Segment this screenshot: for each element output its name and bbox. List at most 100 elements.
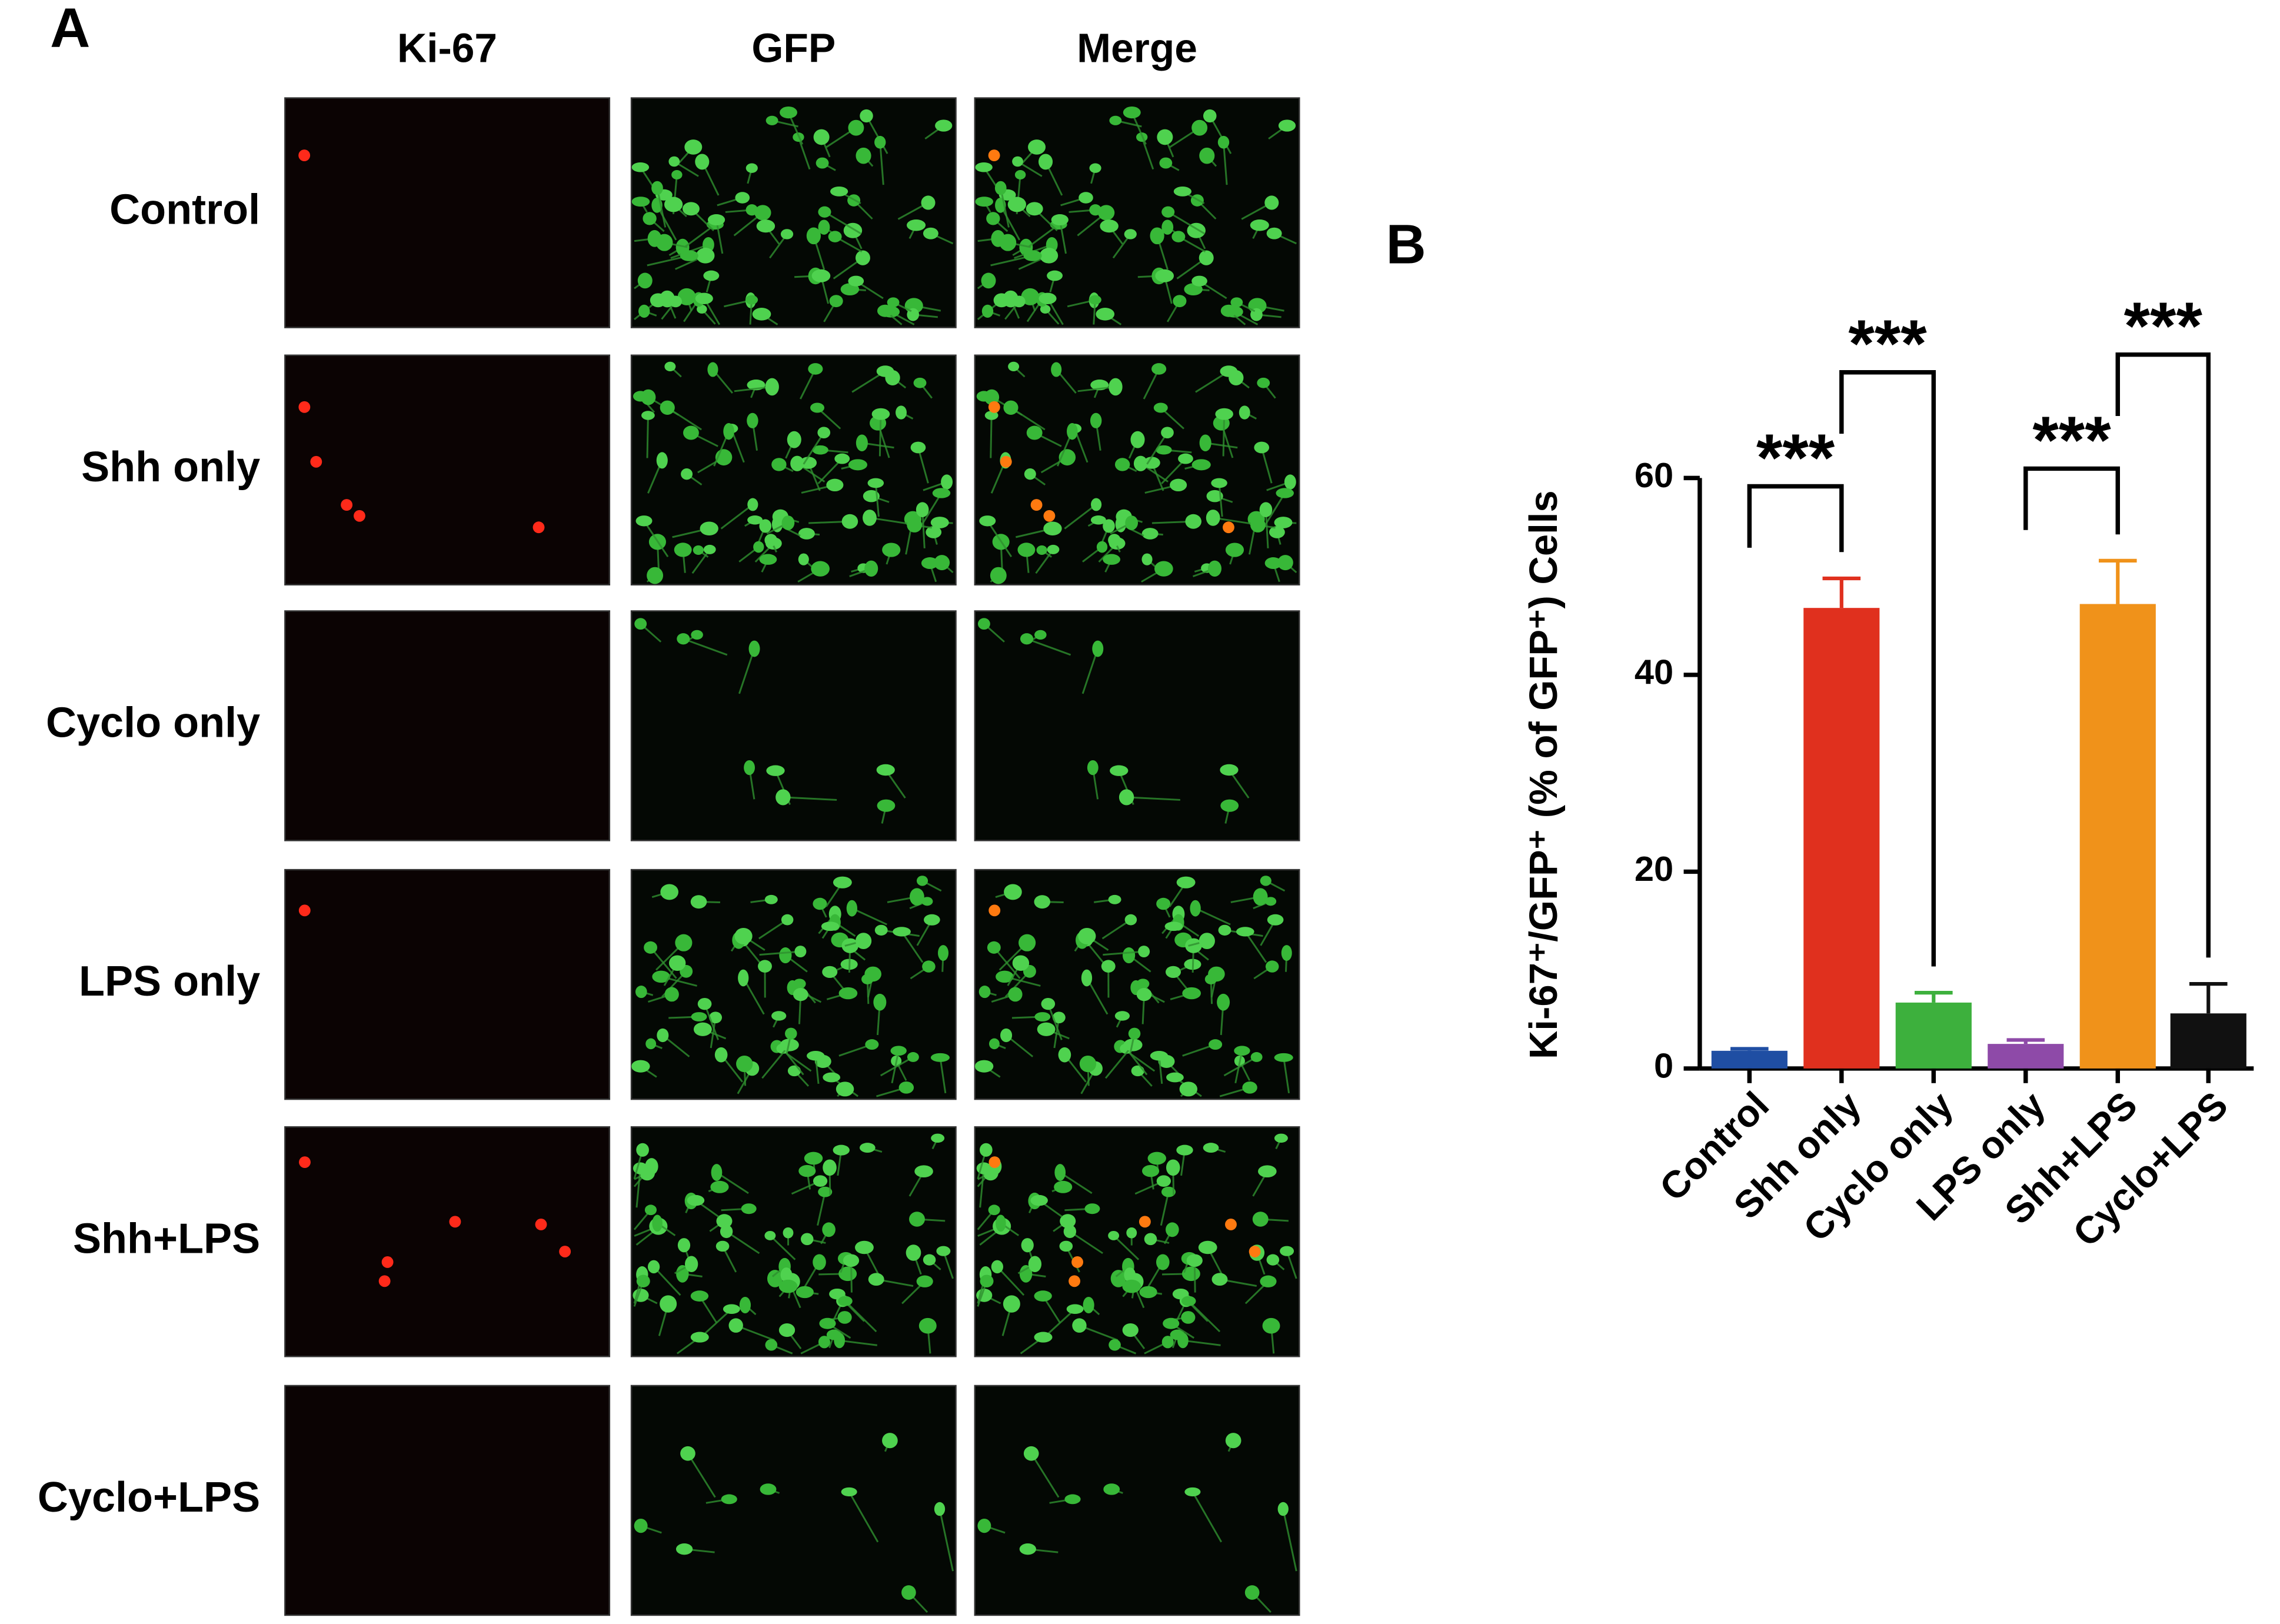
cell (923, 227, 938, 239)
cell (668, 955, 686, 971)
neurite (993, 947, 1021, 979)
cell (1028, 1256, 1042, 1273)
cell (691, 630, 703, 640)
micrograph (974, 1126, 1300, 1357)
cell (1161, 219, 1174, 235)
cell (677, 1238, 691, 1253)
cell (764, 534, 777, 547)
cell (1041, 998, 1056, 1010)
neurite (1283, 1057, 1290, 1094)
cell (1004, 884, 1022, 900)
ki67-nucleus (381, 1256, 394, 1268)
ki67-nucleus (378, 1275, 391, 1287)
cell (1161, 206, 1175, 218)
cell (695, 154, 710, 170)
significance-label: *** (2124, 289, 2203, 364)
cell (765, 378, 779, 396)
cell (1185, 938, 1202, 953)
cell (787, 431, 801, 448)
cell (930, 1053, 950, 1062)
cell (637, 272, 653, 289)
cell (1153, 402, 1168, 413)
neurite (866, 115, 888, 154)
ki67-nucleus (532, 521, 545, 534)
cell (696, 248, 715, 264)
image-background (974, 610, 1300, 841)
cell (876, 764, 895, 776)
cell (736, 1055, 753, 1073)
neurite (848, 1491, 879, 1543)
cell (1109, 115, 1122, 125)
ki67-nucleus (354, 510, 365, 522)
cell (1000, 1028, 1013, 1043)
micrograph (284, 610, 611, 841)
ki67-nucleus (1043, 510, 1056, 522)
cell (863, 510, 877, 526)
cell (752, 308, 771, 321)
cell (1122, 1323, 1139, 1337)
cell (1098, 205, 1115, 221)
cell (1172, 1288, 1189, 1300)
cell (1265, 960, 1279, 973)
cell (1239, 405, 1250, 420)
ki67-nucleus (559, 1246, 571, 1257)
cell (1139, 1286, 1157, 1299)
cell (693, 1022, 712, 1036)
cell (1084, 1203, 1100, 1214)
cell (1067, 422, 1078, 440)
cell (1060, 1214, 1076, 1229)
cell (1234, 1046, 1250, 1056)
bar (2079, 604, 2156, 1069)
cell (1207, 560, 1221, 577)
neurite (1113, 1234, 1140, 1260)
cell (1079, 1055, 1097, 1073)
neurite (1047, 1003, 1063, 1040)
cell (1081, 969, 1093, 987)
neurite (646, 415, 649, 458)
column-header: Ki-67 (397, 25, 497, 71)
cell (745, 163, 758, 173)
cell (833, 1144, 850, 1156)
cell (807, 1051, 825, 1061)
cell (921, 557, 938, 569)
cell (793, 987, 808, 1001)
cell (823, 1159, 837, 1176)
cell (1170, 478, 1187, 492)
cell (874, 135, 886, 149)
cell (780, 229, 794, 239)
cell (1250, 219, 1269, 231)
cell (645, 1038, 657, 1050)
cell (1030, 1194, 1048, 1206)
cell (988, 1204, 1000, 1216)
ki67-nucleus (298, 149, 311, 162)
cell (771, 516, 783, 533)
cell (865, 1039, 879, 1050)
cell (697, 998, 712, 1010)
micrograph (284, 868, 611, 1100)
cell (1179, 1081, 1198, 1097)
ki67-nucleus (341, 499, 353, 511)
cell (1059, 1240, 1073, 1252)
cell (909, 1212, 925, 1227)
cell (780, 106, 797, 119)
cell (856, 933, 872, 950)
cell (819, 1317, 836, 1329)
micrograph (284, 354, 611, 585)
cell (700, 521, 718, 536)
neurite (1126, 796, 1180, 801)
cell (1019, 1264, 1033, 1283)
ki67-nucleus (449, 1216, 461, 1228)
cell (990, 567, 1007, 584)
neurite (1141, 137, 1154, 170)
neurite (1244, 931, 1267, 963)
cell (745, 295, 758, 305)
neurite (1218, 482, 1223, 517)
image-background (284, 97, 611, 328)
cell (674, 543, 692, 557)
cell (1165, 966, 1181, 979)
cell (1267, 914, 1284, 926)
cell (647, 1260, 660, 1274)
cell (1173, 187, 1191, 197)
cell (918, 1317, 937, 1334)
neurite (1081, 648, 1099, 694)
